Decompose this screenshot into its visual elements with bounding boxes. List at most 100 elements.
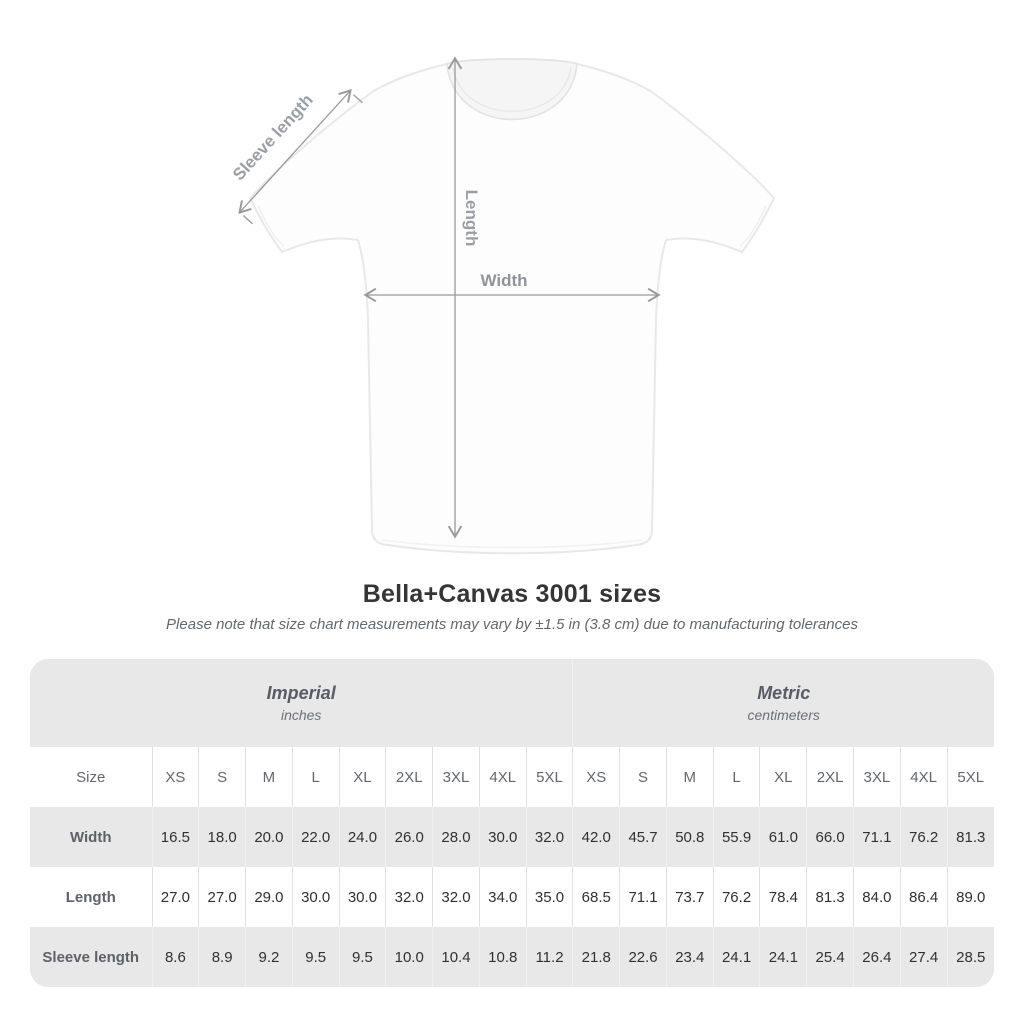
measurement-cell: 8.9 bbox=[198, 927, 246, 987]
measurement-cell: 86.4 bbox=[899, 867, 948, 927]
size-diagram: Sleeve length Length Width bbox=[229, 56, 775, 555]
size-col-header: 4XL bbox=[899, 747, 948, 807]
measurement-cell: 18.0 bbox=[198, 807, 246, 867]
size-col-header: XL bbox=[338, 747, 386, 807]
measurement-cell: 26.0 bbox=[385, 807, 433, 867]
page-subtitle: Please note that size chart measurements… bbox=[166, 616, 858, 633]
tshirt-illustration bbox=[249, 58, 775, 555]
measurement-cell: 30.0 bbox=[478, 807, 527, 867]
size-header-row: Size XS S M L XL 2XL 3XL 4XL 5XL XS S M … bbox=[30, 747, 994, 807]
measurement-cell: 68.5 bbox=[572, 867, 620, 927]
width-row: Width 16.5 18.0 20.0 22.0 24.0 26.0 28.0… bbox=[30, 807, 994, 867]
measurement-cell: 78.4 bbox=[759, 867, 807, 927]
width-label: Width bbox=[480, 271, 527, 290]
measurement-cell: 61.0 bbox=[759, 807, 807, 867]
imperial-header-cell: Imperial inches bbox=[30, 659, 573, 747]
measurement-cell: 9.5 bbox=[338, 927, 386, 987]
metric-header-label: Metric bbox=[757, 683, 811, 704]
measurement-cell: 23.4 bbox=[665, 927, 714, 987]
sleeve-length-tick-bottom bbox=[242, 215, 253, 225]
measurement-cell: 29.0 bbox=[245, 867, 293, 927]
size-col-header: S bbox=[198, 747, 246, 807]
measurement-cell: 22.0 bbox=[291, 807, 340, 867]
metric-header-cell: Metric centimeters bbox=[572, 659, 994, 747]
tshirt-measurement-illustration: Sleeve length Length Width bbox=[229, 56, 775, 555]
size-col-header: XL bbox=[759, 747, 807, 807]
measurement-cell: 89.0 bbox=[946, 867, 994, 927]
measurement-cell: 81.3 bbox=[946, 807, 994, 867]
size-col-header: 4XL bbox=[478, 747, 527, 807]
measurement-cell: 25.4 bbox=[806, 927, 854, 987]
measurement-cell: 35.0 bbox=[525, 867, 573, 927]
row-label: Length bbox=[65, 888, 116, 906]
measurement-cell: 27.0 bbox=[198, 867, 246, 927]
measurement-cell: 71.1 bbox=[619, 867, 667, 927]
size-col-header: 5XL bbox=[525, 747, 573, 807]
measurement-cell: 8.6 bbox=[151, 927, 199, 987]
metric-header-sub: centimeters bbox=[747, 706, 820, 723]
measurement-cell: 27.0 bbox=[151, 867, 199, 927]
measurement-cell: 81.3 bbox=[806, 867, 854, 927]
size-col-header: 3XL bbox=[852, 747, 901, 807]
measurement-cell: 28.5 bbox=[946, 927, 994, 987]
size-col-header: M bbox=[665, 747, 714, 807]
size-col-header: 2XL bbox=[806, 747, 854, 807]
size-col-header: XS bbox=[572, 747, 620, 807]
measurement-cell: 27.4 bbox=[899, 927, 948, 987]
measurement-cell: 11.2 bbox=[525, 927, 573, 987]
sleeve-length-arrow bbox=[238, 89, 352, 214]
row-label: Width bbox=[69, 828, 112, 846]
size-col-header: M bbox=[245, 747, 293, 807]
measurement-cell: 28.0 bbox=[432, 807, 480, 867]
measurement-cell: 84.0 bbox=[852, 867, 901, 927]
size-col-header: 2XL bbox=[385, 747, 433, 807]
measurement-cell: 10.8 bbox=[478, 927, 527, 987]
measurement-cell: 10.4 bbox=[432, 927, 480, 987]
measurement-cell: 24.0 bbox=[338, 807, 386, 867]
size-col-header: S bbox=[619, 747, 667, 807]
measurement-cell: 24.1 bbox=[759, 927, 807, 987]
sleeve-length-tick-top bbox=[352, 94, 363, 104]
size-chart-table: Imperial inches Metric centimeters Size … bbox=[30, 659, 994, 987]
measurement-cell: 10.0 bbox=[385, 927, 433, 987]
size-col-header: L bbox=[712, 747, 760, 807]
imperial-header-sub: inches bbox=[280, 706, 322, 723]
row-label: Sleeve length bbox=[42, 948, 140, 966]
measurement-cell: 76.2 bbox=[712, 867, 760, 927]
length-label: Length bbox=[462, 190, 481, 247]
measurement-cell: 9.5 bbox=[291, 927, 340, 987]
measurement-cell: 24.1 bbox=[712, 927, 760, 987]
measurement-cell: 76.2 bbox=[899, 807, 948, 867]
measurement-cell: 16.5 bbox=[151, 807, 199, 867]
tshirt-body bbox=[249, 58, 775, 555]
measurement-cell: 32.0 bbox=[525, 807, 573, 867]
size-header-label: Size bbox=[76, 768, 106, 786]
measurement-cell: 26.4 bbox=[852, 927, 901, 987]
measurement-cell: 9.2 bbox=[245, 927, 293, 987]
measurement-cell: 22.6 bbox=[619, 927, 667, 987]
unit-header-row: Imperial inches Metric centimeters bbox=[30, 659, 994, 747]
tshirt-hem-seam bbox=[381, 539, 643, 549]
measurement-cell: 30.0 bbox=[291, 867, 340, 927]
measurement-cell: 66.0 bbox=[806, 807, 854, 867]
measurement-cell: 45.7 bbox=[619, 807, 667, 867]
imperial-header-label: Imperial bbox=[266, 683, 336, 704]
measurement-cell: 20.0 bbox=[245, 807, 293, 867]
measurement-cell: 21.8 bbox=[572, 927, 620, 987]
measurement-cell: 50.8 bbox=[665, 807, 714, 867]
measurement-cell: 30.0 bbox=[338, 867, 386, 927]
page-title: Bella+Canvas 3001 sizes bbox=[362, 580, 662, 608]
tshirt-right-sleeve-seam bbox=[739, 205, 767, 247]
measurement-cell: 32.0 bbox=[432, 867, 480, 927]
sleeve-length-row: Sleeve length 8.6 8.9 9.2 9.5 9.5 10.0 1… bbox=[30, 927, 994, 987]
measurement-cell: 42.0 bbox=[572, 807, 620, 867]
caption-block: Bella+Canvas 3001 sizes Please note that… bbox=[0, 580, 1024, 633]
size-col-header: L bbox=[291, 747, 340, 807]
measurement-cell: 73.7 bbox=[665, 867, 714, 927]
size-chart: Imperial inches Metric centimeters Size … bbox=[30, 659, 994, 987]
length-row: Length 27.0 27.0 29.0 30.0 30.0 32.0 32.… bbox=[30, 867, 994, 927]
measurement-cell: 71.1 bbox=[852, 807, 901, 867]
measurement-cell: 34.0 bbox=[478, 867, 527, 927]
measurement-cell: 32.0 bbox=[385, 867, 433, 927]
measurement-cell: 55.9 bbox=[712, 807, 760, 867]
